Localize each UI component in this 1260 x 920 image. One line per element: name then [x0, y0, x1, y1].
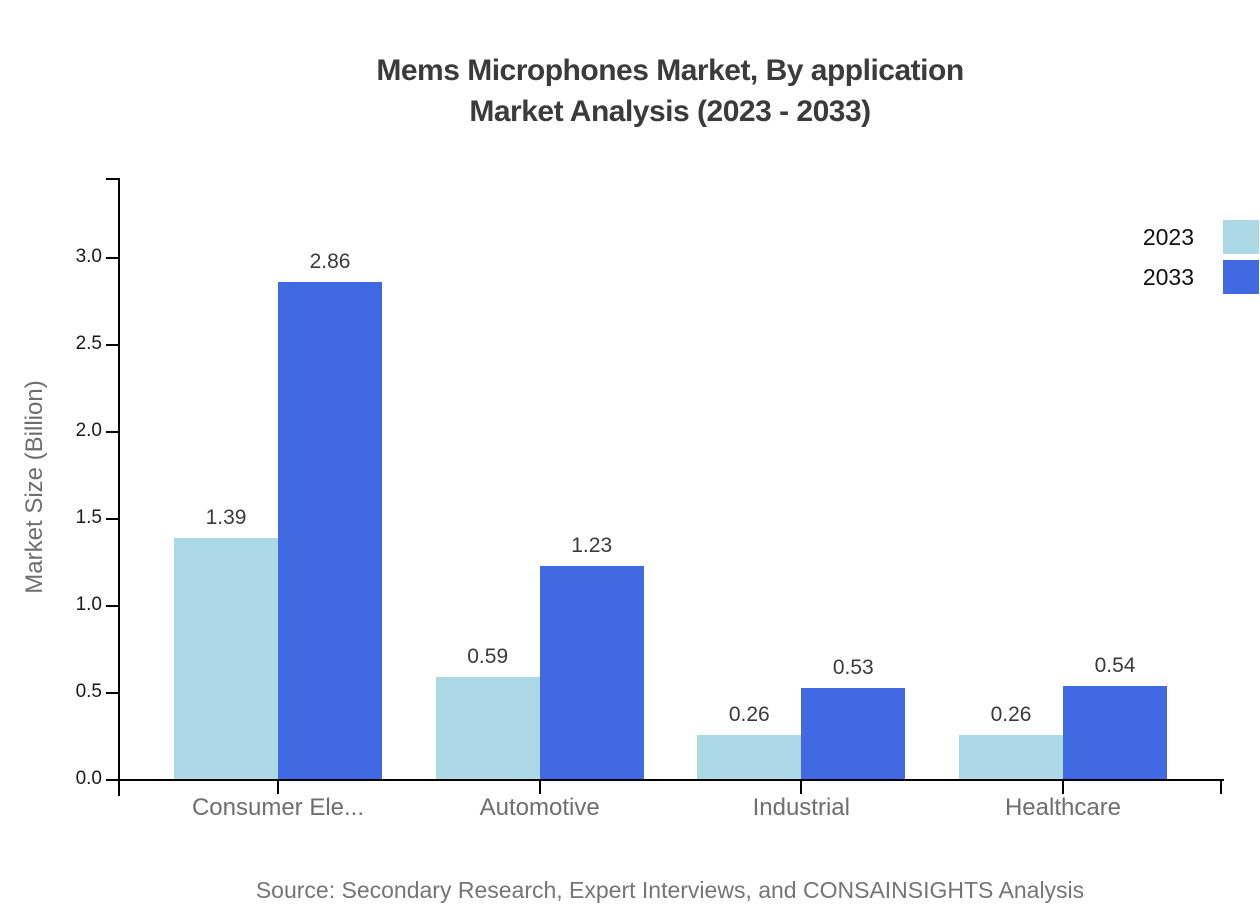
y-tick-label-1.0: 1.0	[75, 594, 102, 615]
category-label-3: Healthcare	[1004, 794, 1122, 821]
y-tick-label-0.0: 0.0	[75, 768, 102, 789]
legend-swatch-2033	[1223, 260, 1259, 294]
y-tick-label-2.5: 2.5	[75, 333, 102, 354]
x-axis-spine	[106, 779, 1224, 781]
x-tick-0	[277, 781, 279, 794]
x-tick-3	[1062, 781, 1064, 794]
category-label-0: Consumer Ele...	[191, 794, 365, 821]
y-tick-0.0	[106, 779, 120, 781]
legend-label-2033: 2033	[1142, 264, 1194, 290]
y-tick-0.5	[106, 692, 120, 694]
value-label-2023-3: 0.26	[990, 702, 1032, 726]
value-label-2033-0: 2.86	[309, 250, 351, 274]
x-axis-end-cap	[1220, 779, 1222, 794]
bar-2023-1	[435, 677, 540, 780]
bar-2033-1	[539, 565, 644, 780]
x-tick-1	[538, 781, 541, 794]
bar-2033-3	[1063, 686, 1167, 780]
bar-2023-2	[697, 734, 802, 780]
chart-title-line2: Market Analysis (2023 - 2033)	[469, 95, 871, 128]
y-axis-spine	[118, 178, 120, 796]
y-tick-label-1.5: 1.5	[75, 507, 102, 528]
value-label-2033-2: 0.53	[832, 655, 874, 679]
y-tick-2.5	[106, 344, 120, 346]
value-label-2033-3: 0.54	[1094, 654, 1136, 678]
chart-title: Mems Microphones Market, By application …	[80, 50, 1260, 132]
source-note: Source: Secondary Research, Expert Inter…	[255, 877, 1085, 903]
y-tick-2.0	[106, 431, 120, 433]
y-tick-label-3.0: 3.0	[75, 246, 102, 267]
x-tick-2	[800, 781, 803, 794]
bar-2033-2	[801, 687, 906, 780]
category-label-2: Industrial	[752, 794, 850, 821]
value-label-2023-0: 1.39	[205, 506, 247, 530]
y-axis-title: Market Size (Billion)	[21, 380, 48, 594]
y-tick-3.0	[106, 257, 120, 259]
legend-label-2023: 2023	[1142, 224, 1194, 250]
value-label-2023-1: 0.59	[467, 645, 509, 669]
bar-2033-0	[278, 282, 382, 780]
y-tick-label-2.0: 2.0	[75, 420, 102, 441]
bar-2023-0	[174, 538, 278, 780]
y-tick-1.5	[106, 518, 120, 520]
value-label-2033-1: 1.23	[571, 533, 613, 557]
y-tick-label-0.5: 0.5	[75, 681, 102, 702]
legend-swatch-2023	[1223, 220, 1259, 254]
y-tick-1.0	[106, 605, 120, 607]
category-label-1: Automotive	[479, 794, 600, 821]
bar-2023-3	[959, 734, 1063, 780]
y-axis-end-cap	[106, 178, 120, 180]
value-label-2023-2: 0.26	[728, 702, 770, 726]
chart-title-line1: Mems Microphones Market, By application	[376, 54, 964, 87]
